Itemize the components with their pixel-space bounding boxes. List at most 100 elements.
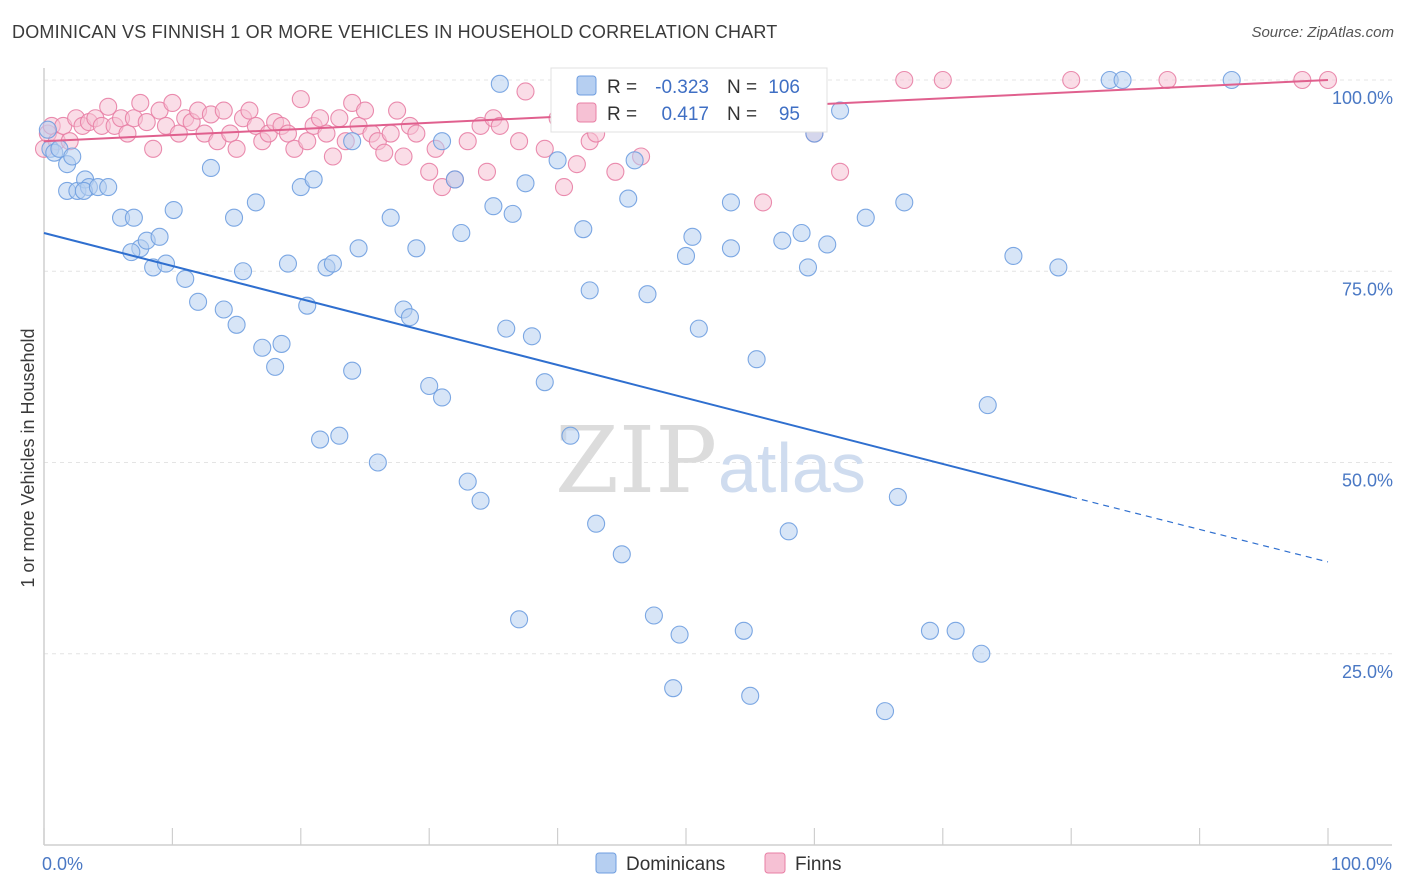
dominicans-point-71: [644, 606, 663, 625]
dominicans-point-30: [253, 338, 272, 357]
dominicans-point-69: [625, 151, 644, 170]
dominicans-point-45: [381, 208, 400, 227]
dominicans-point-86: [792, 223, 811, 243]
dominicans-point-59: [510, 610, 529, 629]
dominicans-point-93: [888, 487, 907, 506]
legend-r-value-finns: 0.417: [661, 104, 709, 125]
dominicans-point-22: [176, 269, 195, 288]
bottom-legend-swatch-finns: [764, 852, 786, 874]
dominicans-point-5: [63, 147, 82, 166]
dominicans-point-82: [747, 350, 766, 369]
dominicans-point-99: [1004, 246, 1023, 265]
finns-point-64: [458, 132, 477, 151]
legend-n-value-dominicans: 106: [768, 77, 800, 98]
y-tick-label-50: 50.0%: [1342, 471, 1393, 491]
grid-lines: [44, 79, 1392, 655]
dominicans-point-18: [122, 243, 141, 262]
dominicans-point-67: [612, 545, 631, 564]
dominicans-point-96: [946, 621, 965, 640]
finns-point-54: [375, 143, 394, 162]
dominicans-point-92: [875, 702, 895, 721]
finns-point-68: [490, 116, 509, 135]
finns-point-70: [516, 82, 535, 101]
dominicans-point-31: [266, 357, 285, 376]
dominicans-points: [38, 70, 1241, 721]
dominicans-point-62: [548, 151, 567, 170]
dominicans-point-68: [619, 189, 638, 208]
dominicans-point-47: [407, 239, 426, 258]
y-tick-label-100: 100.0%: [1332, 88, 1393, 108]
dominicans-point-105: [1222, 70, 1241, 90]
dominicans-point-95: [920, 621, 940, 640]
finns-point-42: [298, 132, 317, 151]
legend-r-label-dominicans: R =: [607, 77, 637, 98]
finns-point-74: [567, 155, 586, 174]
legend-swatch-dominicans: [576, 75, 597, 96]
dominicans-point-85: [773, 231, 792, 250]
y-tick-labels: 25.0% 50.0% 75.0% 100.0%: [1332, 88, 1393, 682]
dominicans-point-27: [224, 208, 244, 227]
dominicans-point-33: [278, 254, 298, 273]
finns-point-59: [407, 124, 426, 143]
finns-point-44: [311, 109, 330, 128]
dominicans-point-42: [349, 239, 368, 258]
finns-point-77: [606, 162, 625, 181]
finns-point-33: [240, 101, 259, 120]
dominicans-point-58: [516, 174, 535, 193]
dominicans-point-39: [323, 254, 342, 273]
x-tick-label-min: 0.0%: [42, 854, 83, 874]
finns-point-21: [163, 93, 182, 112]
dominicans-point-97: [972, 644, 991, 663]
finns-point-45: [317, 124, 336, 143]
dominicans-point-40: [330, 426, 349, 445]
watermark-atlas: atlas: [718, 429, 866, 507]
dominicans-point-64: [574, 220, 593, 239]
dominicans-point-56: [497, 319, 516, 338]
finns-point-91: [895, 70, 914, 90]
dominicans-point-52: [452, 223, 471, 243]
dominicans-point-66: [587, 514, 606, 533]
dominicans-point-12: [99, 178, 118, 197]
bottom-legend: Dominicans Finns: [595, 852, 841, 875]
dominicans-point-78: [721, 239, 740, 258]
dominicans-point-24: [201, 158, 220, 178]
dominicans-point-103: [490, 74, 509, 93]
finns-point-41: [291, 90, 310, 109]
legend-r-value-dominicans: -0.323: [655, 77, 709, 98]
dominicans-point-80: [734, 621, 753, 640]
finns-point-14: [118, 124, 137, 143]
finns-point-51: [355, 101, 375, 120]
dominicans-point-51: [445, 170, 464, 189]
dominicans-point-54: [471, 491, 490, 510]
dominicans-point-25: [214, 300, 233, 319]
finns-point-46: [323, 147, 342, 166]
dominicans-trend-line: [43, 232, 1072, 498]
bottom-legend-label-dominicans: Dominicans: [626, 854, 725, 875]
dominicans-point-84: [779, 522, 798, 541]
dominicans-point-74: [676, 246, 696, 265]
dominicans-point-70: [638, 285, 657, 304]
dominicans-point-29: [246, 193, 265, 212]
axes: [43, 68, 1392, 846]
top-legend-box: [550, 67, 828, 133]
dominicans-point-90: [831, 101, 850, 120]
finns-point-57: [394, 147, 413, 166]
chart-title: DOMINICAN VS FINNISH 1 OR MORE VEHICLES …: [12, 22, 778, 42]
dominicans-point-98: [978, 396, 997, 415]
dominicans-trend-extension: [1071, 496, 1329, 563]
bottom-legend-label-finns: Finns: [795, 854, 841, 875]
watermark-zip: ZIP: [555, 407, 717, 514]
finns-point-56: [388, 101, 407, 120]
finns-point-55: [381, 124, 400, 143]
dominicans-point-60: [522, 327, 541, 346]
dominicans-point-32: [272, 334, 291, 353]
finns-point-92: [933, 70, 952, 90]
dominicans-point-23: [189, 292, 208, 311]
dominicans-point-65: [580, 281, 599, 300]
bottom-legend-swatch-dominicans: [595, 852, 617, 874]
source-credit: Source: ZipAtlas.com: [1251, 24, 1394, 41]
finns-point-66: [477, 162, 497, 181]
finns-point-94: [1158, 70, 1177, 90]
dominicans-point-48: [400, 308, 419, 327]
